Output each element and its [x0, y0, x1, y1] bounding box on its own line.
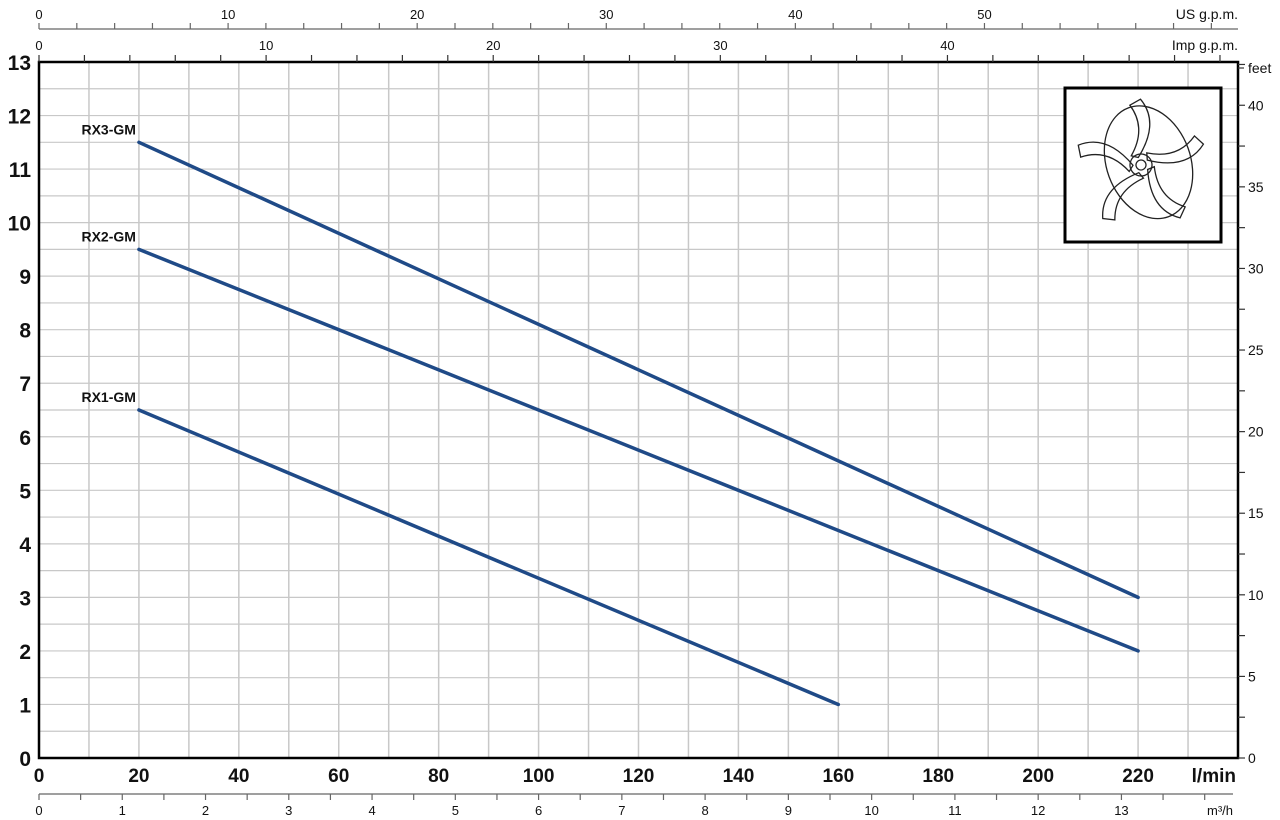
y-tick-label: 0 [19, 748, 31, 771]
m3h-tick-label: 9 [785, 803, 792, 818]
feet-tick-label: 0 [1248, 750, 1256, 766]
x-tick-label: 20 [128, 766, 149, 787]
x-tick-label: 220 [1122, 766, 1154, 787]
y-tick-label: 4 [19, 534, 31, 557]
series-label: RX1-GM [81, 389, 135, 405]
us-gpm-tick-label: 20 [410, 7, 424, 22]
y-tick-label: 8 [19, 320, 31, 343]
x-tick-label: 180 [922, 766, 954, 787]
feet-tick-label: 25 [1248, 342, 1264, 358]
x-tick-label: 80 [428, 766, 449, 787]
y-tick-label: 3 [19, 587, 31, 610]
impeller-rim [1103, 105, 1194, 220]
feet-tick-label: 20 [1248, 424, 1264, 440]
m3h-axis-label: m³/h [1207, 803, 1233, 818]
m3h-tick-label: 2 [202, 803, 209, 818]
m3h-tick-label: 1 [119, 803, 126, 818]
feet-tick-label: 40 [1248, 97, 1264, 113]
imp-gpm-tick-label: 30 [713, 38, 727, 53]
imp-gpm-tick-label: 0 [35, 38, 42, 53]
y-tick-label: 9 [19, 266, 31, 289]
m3h-tick-label: 5 [452, 803, 459, 818]
x-tick-label: 120 [623, 766, 655, 787]
feet-tick-label: 10 [1248, 587, 1264, 603]
impeller-vane [1146, 165, 1187, 219]
us-gpm-tick-label: 10 [221, 7, 235, 22]
impeller-inset-box [1063, 86, 1223, 244]
y-tick-label: 11 [9, 159, 32, 182]
series-label: RX2-GM [81, 228, 135, 244]
plot-frame [37, 60, 1240, 760]
y-tick-label: 13 [8, 52, 31, 75]
x-tick-label: 100 [523, 766, 555, 787]
y-tick-label: 6 [19, 427, 31, 450]
impeller-vane [1102, 171, 1145, 221]
m3h-tick-label: 12 [1031, 803, 1045, 818]
x-axis-label: l/min [1192, 766, 1236, 787]
y-tick-label: 2 [19, 641, 31, 664]
series-line-rx3-gm [137, 140, 1140, 600]
series-line-rx1-gm [137, 408, 841, 707]
m3h-tick-label: 6 [535, 803, 542, 818]
m3h-tick-label: 13 [1114, 803, 1128, 818]
feet-tick-label: 30 [1248, 260, 1264, 276]
m3h-tick-label: 3 [285, 803, 292, 818]
us-gpm-tick-label: 30 [599, 7, 613, 22]
us-gpm-tick-label: 40 [788, 7, 802, 22]
x-tick-label: 140 [723, 766, 755, 787]
feet-tick-label: 5 [1248, 668, 1256, 684]
imp-gpm-axis-label: Imp g.p.m. [1172, 37, 1238, 53]
impeller-vane [1077, 141, 1134, 173]
feet-tick-label: 35 [1248, 179, 1264, 195]
x-tick-label: 0 [34, 766, 45, 787]
imp-gpm-tick-label: 40 [940, 38, 954, 53]
m3h-tick-label: 8 [701, 803, 708, 818]
impeller-vane [1128, 98, 1151, 159]
m3h-tick-label: 0 [35, 803, 42, 818]
impeller-bore [1135, 159, 1147, 171]
x-tick-label: 200 [1022, 766, 1054, 787]
x-tick-label: 60 [328, 766, 349, 787]
y-tick-label: 1 [19, 694, 31, 717]
impeller-vane [1146, 134, 1205, 164]
us-gpm-axis-label: US g.p.m. [1176, 6, 1238, 22]
impeller-icon [1077, 98, 1205, 221]
m3h-tick-label: 11 [948, 803, 962, 818]
imp-gpm-tick-label: 10 [259, 38, 273, 53]
feet-tick-label: 15 [1248, 505, 1264, 521]
feet-axis-label: feet [1248, 60, 1271, 76]
us-gpm-tick-label: 0 [35, 7, 42, 22]
y-tick-label: 5 [19, 480, 31, 503]
m3h-tick-label: 4 [368, 803, 375, 818]
m3h-tick-label: 10 [864, 803, 878, 818]
imp-gpm-tick-label: 20 [486, 38, 500, 53]
y-tick-label: 7 [19, 373, 31, 396]
impeller-hub [1129, 153, 1153, 177]
y-tick-label: 12 [8, 106, 31, 129]
x-tick-label: 40 [228, 766, 249, 787]
y-tick-label: 10 [8, 213, 31, 236]
series-line-rx2-gm [137, 247, 1140, 653]
us-gpm-tick-label: 50 [977, 7, 991, 22]
m3h-tick-label: 7 [618, 803, 625, 818]
series-label: RX3-GM [81, 121, 135, 137]
x-tick-label: 160 [822, 766, 854, 787]
